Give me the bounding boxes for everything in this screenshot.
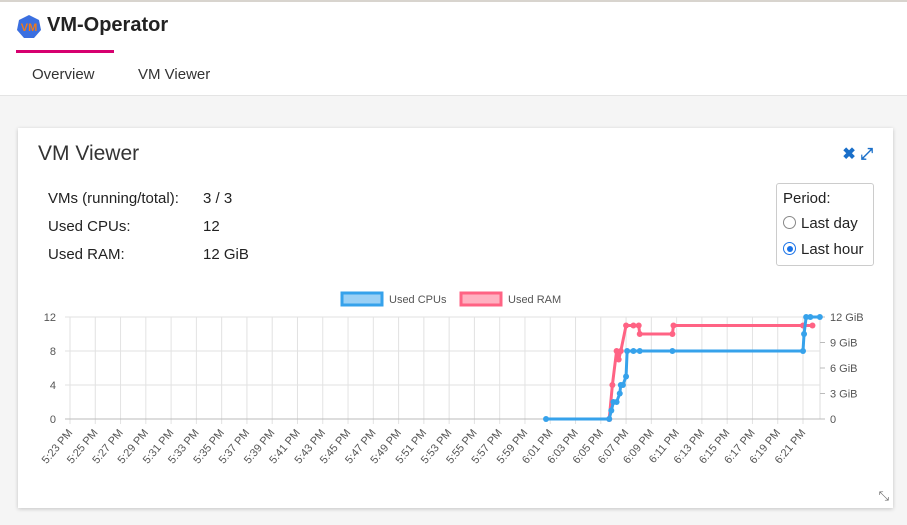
data-point — [630, 322, 637, 329]
resize-handle-icon[interactable]: ⤡ — [878, 488, 889, 503]
close-icon[interactable]: ✖ — [842, 146, 856, 163]
data-point — [670, 322, 677, 329]
y-right-tick-label: 3 GiB — [830, 389, 858, 401]
period-last-day[interactable]: Last day — [783, 215, 858, 232]
radio-icon[interactable] — [783, 216, 796, 229]
app-header: VM VM-Operator Overview VM Viewer — [0, 2, 907, 96]
period-selector: Period: Last day Last hour — [776, 183, 874, 266]
tab-vm-viewer[interactable]: VM Viewer — [138, 66, 211, 83]
data-point — [635, 322, 642, 329]
radio-selected-icon[interactable] — [783, 242, 796, 255]
y-left-tick-label: 8 — [50, 346, 56, 358]
expand-icon[interactable]: ⤢ — [860, 146, 873, 163]
stat-value-ram: 12 GiB — [203, 246, 249, 263]
data-point — [816, 314, 823, 320]
y-right-tick-label: 0 — [830, 414, 836, 426]
data-point — [615, 356, 622, 363]
app-title: VM-Operator — [47, 14, 169, 36]
data-point — [803, 314, 810, 320]
active-tab-indicator — [16, 50, 114, 53]
data-point — [669, 331, 676, 337]
data-point — [636, 331, 643, 337]
y-right-tick-label: 6 GiB — [830, 363, 858, 375]
data-point — [623, 373, 630, 380]
y-left-tick-label: 12 — [44, 312, 56, 324]
period-label: Period: — [783, 190, 831, 207]
data-point — [624, 348, 631, 354]
vm-operator-logo: VM — [17, 15, 41, 38]
stat-label-cpus: Used CPUs: — [48, 218, 131, 235]
data-point — [606, 416, 613, 422]
data-point — [616, 390, 623, 397]
legend-swatch — [459, 291, 503, 307]
y-right-tick-label: 12 GiB — [830, 312, 864, 324]
stat-value-vms: 3 / 3 — [203, 190, 233, 207]
y-left-tick-label: 4 — [50, 380, 56, 392]
legend-label: Used RAM — [508, 294, 561, 306]
data-point — [630, 348, 637, 354]
panel-title: VM Viewer — [38, 142, 140, 165]
y-right-tick-label: 9 GiB — [830, 338, 858, 350]
data-point — [807, 314, 814, 320]
data-point — [636, 348, 643, 354]
y-left-tick-label: 0 — [50, 414, 56, 426]
data-point — [543, 416, 550, 422]
data-point — [613, 399, 620, 405]
top-border — [0, 0, 907, 2]
data-point — [608, 407, 615, 414]
data-point — [617, 348, 624, 354]
svg-text:VM: VM — [21, 22, 38, 34]
legend-swatch — [340, 291, 384, 307]
stat-label-vms: VMs (running/total): — [48, 190, 179, 207]
data-point — [801, 331, 808, 337]
tab-overview[interactable]: Overview — [32, 66, 95, 83]
series-line — [607, 324, 813, 420]
legend-label: Used CPUs — [389, 294, 447, 306]
plot-area — [69, 316, 821, 420]
period-last-hour[interactable]: Last hour — [783, 241, 864, 258]
data-point — [609, 382, 616, 388]
data-point — [800, 348, 806, 354]
vm-viewer-panel: VM Viewer ✖ ⤢ VMs (running/total): 3 / 3… — [18, 128, 893, 508]
data-point — [623, 322, 630, 329]
series-line — [546, 315, 820, 421]
data-point — [669, 348, 676, 354]
stat-value-cpus: 12 — [203, 218, 220, 235]
data-point — [619, 382, 626, 388]
data-point — [809, 322, 816, 329]
stat-label-ram: Used RAM: — [48, 246, 125, 263]
data-point — [613, 348, 620, 354]
